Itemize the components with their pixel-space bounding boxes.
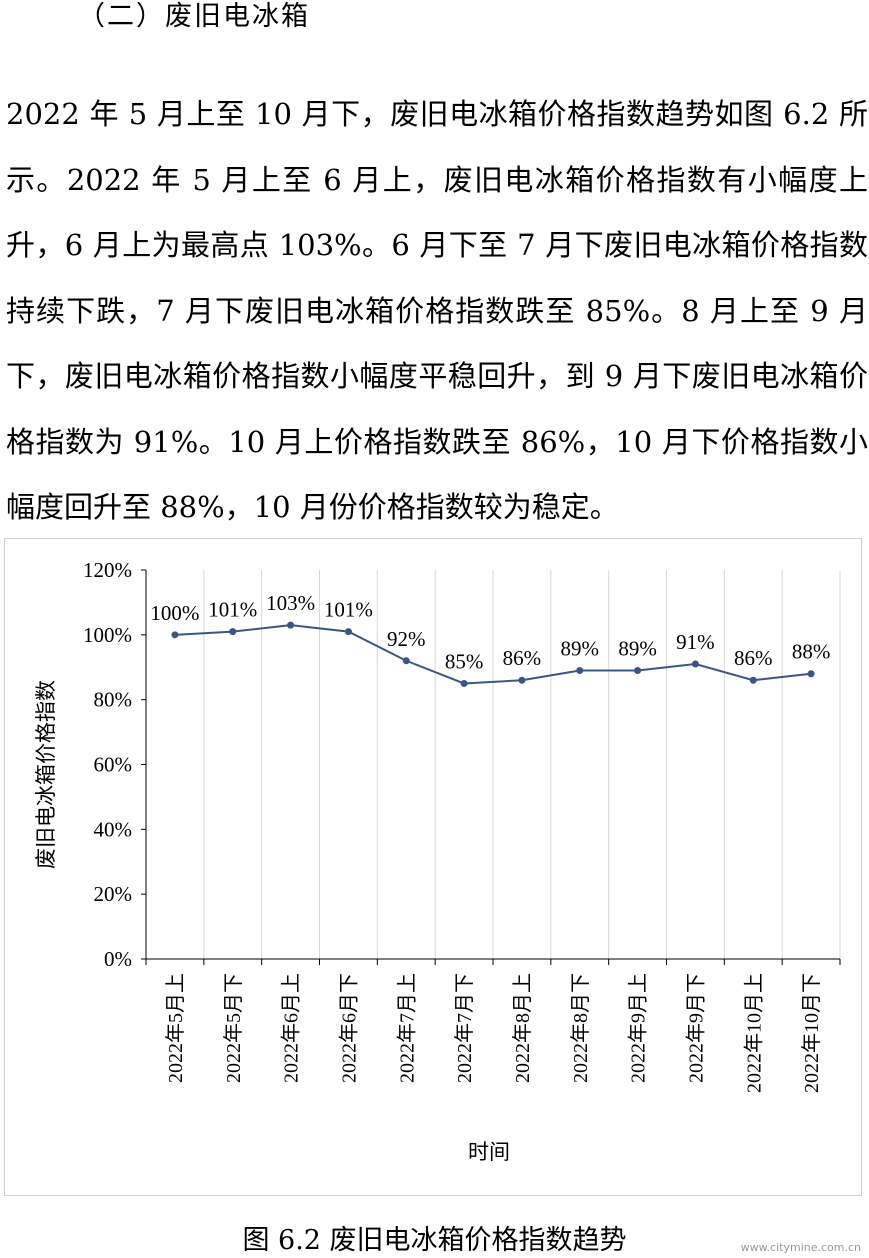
line-chart: 0% 20% 40% 60% 80% 100% 120% 2022年5月上 2022年5月下 20… [34,558,841,1164]
x-tick-label: 2022年5月上 [164,973,187,1083]
x-tick-label: 2022年5月下 [222,973,245,1083]
data-label: 88% [792,640,831,664]
x-tick-label: 2022年9月上 [627,973,650,1083]
data-point [807,670,815,678]
data-label: 92% [387,627,426,651]
y-tick-label: 80% [94,688,133,712]
y-axis-title: 废旧电冰箱价格指数 [34,680,58,869]
data-label: 103% [266,591,315,615]
x-axis-title: 时间 [468,1140,510,1164]
data-point [229,628,237,636]
data-label: 86% [503,646,542,670]
series-line [174,624,812,685]
data-point [634,666,642,674]
data-label: 89% [561,636,600,660]
data-label: 91% [676,630,715,654]
body-paragraph: 2022 年 5 月上至 10 月下，废旧电冰箱价格指数趋势如图 6.2 所示。… [6,97,868,524]
y-tick-label: 100% [83,623,132,647]
y-tick-label: 60% [94,753,133,777]
data-point [460,679,468,687]
data-point [344,628,352,636]
data-label: 101% [208,598,257,622]
x-tick-label: 2022年9月下 [684,973,707,1083]
data-label: 101% [324,598,373,622]
data-point [287,621,295,629]
data-label: 100% [150,601,199,625]
chart-frame: 0% 20% 40% 60% 80% 100% 120% 2022年5月上 2022年5月下 20… [4,538,862,1196]
x-tick-label: 2022年7月下 [453,973,476,1083]
data-point [691,660,699,668]
y-tick-label: 20% [94,882,133,906]
section-heading: （二）废旧电冰箱 [78,1,310,32]
y-tick-label: 120% [83,558,132,582]
data-point [402,657,410,665]
data-label: 85% [445,649,484,673]
data-label: 86% [734,646,773,670]
x-tick-label: 2022年8月下 [569,973,592,1083]
x-tick-label: 2022年8月上 [511,973,534,1083]
x-tick-label: 2022年10月下 [800,973,823,1093]
y-tick-label: 0% [104,947,132,971]
x-tick-label: 2022年6月上 [280,973,303,1083]
x-tick-label: 2022年6月下 [337,973,360,1083]
data-point [749,676,757,684]
y-tick-label: 40% [94,817,133,841]
data-label: 89% [618,636,657,660]
x-tick-label: 2022年7月上 [395,973,418,1083]
data-point [171,631,179,639]
data-point [518,676,526,684]
watermark: www.citymine.com.cn [740,1241,861,1254]
figure-caption: 图 6.2 废旧电冰箱价格指数趋势 [242,1225,627,1256]
x-tick-label: 2022年10月上 [742,973,765,1093]
data-point [576,666,584,674]
